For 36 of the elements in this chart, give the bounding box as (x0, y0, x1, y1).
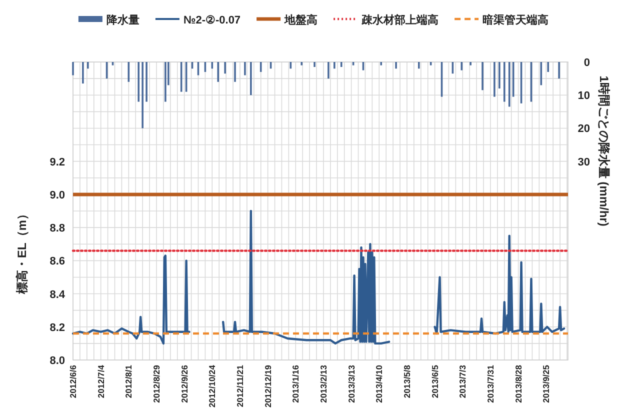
x-tick-label: 2013/1/16 (290, 364, 301, 403)
y-axis-title: 標高・EL（m） (15, 208, 29, 296)
legend-label: №2-②-0.07 (183, 14, 241, 26)
x-tick-label: 2013/7/31 (485, 364, 496, 403)
legend-label: 地盤高 (284, 14, 318, 26)
x-tick-label: 2013/8/28 (513, 364, 524, 403)
y-tick-label: 8.4 (50, 288, 66, 301)
x-tick-label: 2013/7/3 (458, 364, 468, 398)
x-tick-label: 2012/7/4 (96, 364, 106, 398)
x-tick-label: 2013/4/10 (374, 364, 384, 403)
y-tick-label: 9.2 (50, 156, 65, 168)
y-tick-label: 8.6 (50, 256, 65, 268)
x-tick-label: 2012/9/26 (179, 364, 190, 403)
x-tick-label: 2012/11/21 (234, 364, 245, 408)
y-tick-label: 8.0 (50, 355, 65, 367)
y2-tick-label: 20 (578, 123, 590, 136)
legend-label: 暗渠管天端高 (482, 14, 549, 26)
x-tick-label: 2012/12/19 (262, 364, 273, 408)
legend-label: 降水量 (106, 14, 140, 26)
y-tick-label: 9.0 (50, 189, 65, 202)
y-tick-label: 8.8 (50, 222, 65, 235)
y2-tick-label: 0 (584, 57, 590, 69)
x-tick-label: 2012/8/1 (124, 364, 134, 398)
x-tick-label: 2012/8/29 (151, 364, 162, 403)
x-tick-label: 2013/2/13 (318, 364, 328, 403)
y2-tick-label: 30 (578, 156, 590, 168)
x-tick-label: 2013/5/8 (402, 364, 412, 398)
legend-label: 疎水材部上端高 (360, 14, 439, 26)
x-tick-label: 2013/3/13 (346, 364, 356, 403)
x-tick-label: 2013/6/5 (430, 364, 440, 398)
x-tick-label: 2012/10/24 (207, 364, 218, 408)
x-tick-label: 2013/9/25 (541, 364, 552, 403)
x-tick-label: 2012/6/6 (68, 364, 78, 398)
y-tick-label: 8.2 (50, 322, 65, 334)
y2-tick-label: 10 (578, 90, 590, 102)
y2-axis-title: 1時間ごとの降水量 (mm/hr) (597, 76, 611, 226)
